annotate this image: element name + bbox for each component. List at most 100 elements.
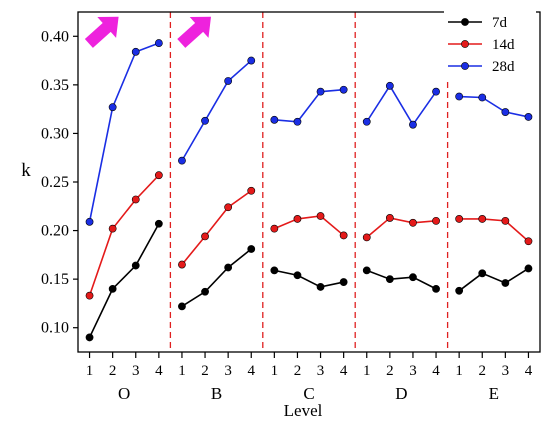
series-line [181, 190, 252, 266]
trend-arrow-shape [177, 16, 212, 48]
legend-marker [461, 62, 469, 70]
legend-box [444, 10, 536, 80]
legend-label: 14d [492, 37, 515, 53]
series-line [366, 269, 437, 290]
series-line [458, 267, 529, 292]
data-point [432, 87, 440, 96]
data-point [339, 231, 348, 240]
data-point [316, 283, 325, 291]
data-point [270, 224, 279, 233]
trend-arrow [177, 16, 212, 48]
y-axis-ticks: 0.10 0.15 0.20 0.25 0.30 0.35 0.40 [41, 28, 78, 337]
series-line [459, 218, 529, 242]
data-point [362, 117, 371, 126]
data-point [524, 237, 533, 246]
legend-marker [461, 40, 469, 48]
x-tick-label: 4 [248, 363, 256, 379]
group-label: B [211, 384, 222, 403]
y-axis-label: k [21, 160, 31, 181]
data-point [316, 87, 325, 96]
data-point [224, 203, 233, 212]
data-point [339, 85, 348, 94]
data-point [478, 269, 487, 278]
data-point [316, 212, 325, 220]
trend-arrow-shape [84, 16, 119, 48]
series-line [88, 223, 160, 338]
data-point [85, 333, 94, 342]
legend: 7d 14d 28d [444, 10, 536, 80]
x-tick-label: 1 [178, 363, 186, 379]
data-point [154, 171, 163, 180]
data-point [293, 271, 302, 280]
legend-label: 7d [492, 15, 508, 31]
x-tick-label: 3 [409, 363, 417, 379]
y-tick-label: 0.15 [41, 271, 69, 288]
data-point [501, 216, 510, 225]
series-line [181, 59, 252, 162]
data-point [85, 217, 94, 226]
legend-item: 14d [448, 37, 515, 53]
x-tick-label: 4 [340, 363, 348, 379]
data-point [224, 77, 233, 85]
series-7d [85, 219, 533, 342]
data-point [385, 214, 394, 222]
data-point [362, 266, 371, 275]
group-label: D [395, 384, 407, 403]
y-tick-label: 0.25 [41, 174, 69, 191]
legend-item: 28d [448, 59, 515, 75]
series-line [366, 84, 437, 127]
data-point [270, 115, 279, 124]
group-label: C [303, 384, 314, 403]
x-tick-label: 4 [525, 363, 533, 379]
data-point [455, 286, 464, 295]
x-tick-label: 3 [224, 363, 232, 379]
trend-arrow [84, 16, 119, 48]
legend-item: 7d [448, 15, 508, 31]
data-point [131, 195, 140, 204]
data-point [108, 284, 117, 293]
data-point [178, 260, 186, 269]
data-point [224, 263, 233, 272]
series-line [181, 248, 252, 308]
y-tick-label: 0.40 [41, 28, 69, 45]
data-point [455, 92, 464, 101]
x-tick-label: 1 [86, 363, 94, 379]
data-point [131, 47, 140, 56]
x-tick-label: 2 [386, 363, 394, 379]
data-point [524, 113, 533, 121]
x-tick-label: 4 [432, 363, 440, 379]
series-line [274, 269, 344, 288]
series-line [88, 174, 160, 296]
data-point [154, 219, 163, 228]
series-line [274, 88, 344, 123]
data-point [247, 56, 256, 65]
data-point [478, 215, 487, 223]
data-point [385, 275, 394, 284]
x-tick-label: 1 [363, 363, 371, 379]
data-point [432, 284, 440, 293]
y-tick-label: 0.30 [41, 125, 69, 142]
data-point [293, 117, 302, 126]
data-point [178, 302, 186, 311]
data-point [524, 264, 533, 273]
group-separators [169, 12, 449, 352]
series-line [459, 95, 529, 118]
x-tick-label: 2 [201, 363, 209, 379]
data-point [131, 261, 140, 270]
data-series [85, 39, 533, 342]
legend-label: 28d [492, 59, 515, 75]
trend-arrows [84, 16, 212, 48]
x-tick-label: 2 [109, 363, 117, 379]
legend-marker [461, 18, 469, 26]
data-point [108, 103, 117, 112]
series-14d [85, 171, 533, 300]
data-point [501, 108, 510, 116]
data-point [178, 156, 186, 165]
series-28d [85, 39, 533, 226]
data-point [201, 116, 209, 125]
x-tick-label: 1 [271, 363, 279, 379]
data-point [154, 39, 163, 47]
data-point [270, 266, 279, 275]
